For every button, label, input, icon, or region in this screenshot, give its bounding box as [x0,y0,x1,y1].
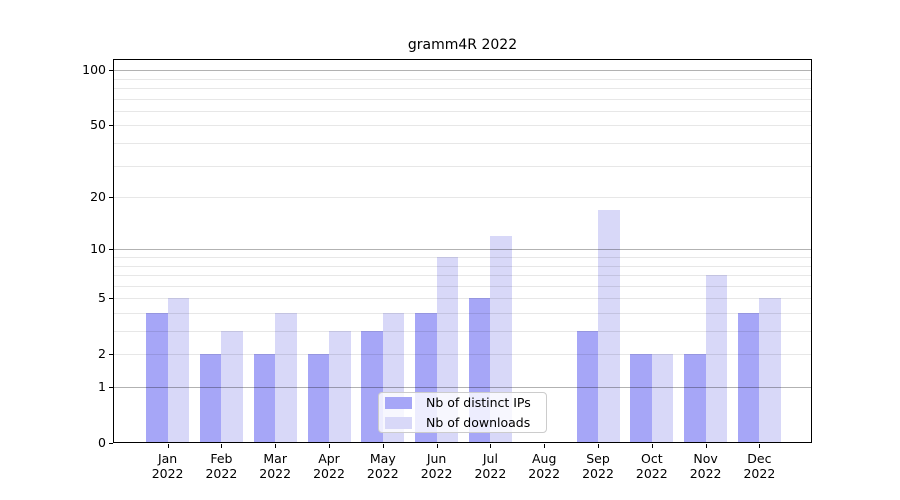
bar-ips-mar [253,354,276,443]
y-tick-label-2: 2 [98,346,106,362]
chart-title: gramm4R 2022 [407,37,518,53]
x-tick-label-may: May 2022 [366,451,399,481]
legend-swatch-downloads [385,416,412,429]
y-tick-20 [109,197,113,199]
gridline-50 [113,125,812,127]
bar-ips-jan [146,312,168,443]
grid-layer [113,59,812,443]
x-tick-label-mar: Mar 2022 [259,451,292,481]
x-tick-sep [598,444,599,448]
x-tick-label-jun: Jun 2022 [420,451,453,481]
x-tick-label-sep: Sep 2022 [582,451,614,481]
bar-ips-apr [307,354,329,443]
y-tick-label-20: 20 [90,189,106,205]
y-tick-label-0: 0 [98,435,106,450]
bar-downloads-mar [275,312,297,443]
gridline-30 [113,165,812,167]
legend-item-downloads: Nb of downloads [385,415,546,431]
y-tick-10 [109,249,113,251]
y-tick-2 [109,354,113,356]
bar-downloads-jul [490,235,512,443]
bar-ips-sep [576,331,598,443]
x-tick-label-dec: Dec 2022 [743,451,776,481]
x-tick-aug [544,444,546,448]
legend: Nb of distinct IPs Nb of downloads [378,392,547,433]
legend-label-distinct-ips: Nb of distinct IPs [426,394,531,410]
y-tick-label-5: 5 [98,290,106,306]
legend-item-distinct-ips: Nb of distinct IPs [385,395,546,411]
x-tick-nov [705,444,707,448]
y-tick-label-50: 50 [90,117,106,133]
gridline-80 [113,88,812,89]
x-tick-jan [167,444,169,448]
x-tick-oct [651,444,653,448]
gridline-2 [113,354,812,356]
y-tick-label-1: 1 [98,379,106,394]
gridline-7 [113,275,812,277]
gridline-5 [113,298,812,300]
gridline-100 [113,70,812,72]
plot-area [113,59,812,443]
x-tick-label-jul: Jul 2022 [474,451,507,481]
bar-downloads-apr [329,331,351,443]
gridline-10 [113,249,812,251]
y-tick-1 [109,387,113,388]
gridline-3 [113,331,812,332]
gridline-70 [113,98,812,100]
gridline-9 [113,256,812,258]
gridline-1 [113,387,812,388]
gridline-90 [113,78,812,80]
gridline-6 [113,285,812,287]
y-tick-100 [109,70,113,72]
y-tick-0 [109,443,113,444]
gridline-60 [113,110,812,112]
y-tick-5 [109,298,113,300]
bar-ips-may [361,331,383,443]
gridline-40 [113,143,812,144]
y-tick-label-10: 10 [90,241,106,257]
gridline-4 [113,312,812,314]
x-tick-feb [221,444,223,448]
bar-downloads-dec [759,298,781,443]
bar-downloads-oct [651,354,674,443]
x-tick-label-aug: Aug 2022 [528,451,561,481]
bar-downloads-jan [167,298,190,443]
bar-ips-dec [737,312,760,443]
x-tick-jul [490,444,492,448]
x-tick-label-oct: Oct 2022 [635,451,668,481]
y-tick-50 [109,125,113,127]
x-tick-label-apr: Apr 2022 [313,451,345,481]
x-tick-apr [329,444,330,448]
x-tick-mar [275,444,277,448]
x-tick-may [382,444,384,448]
y-tick-label-100: 100 [82,62,106,78]
x-tick-jun [436,444,438,448]
x-tick-label-nov: Nov 2022 [689,451,722,481]
x-tick-label-feb: Feb 2022 [205,451,238,481]
bar-ips-nov [684,354,706,443]
x-tick-label-jan: Jan 2022 [151,451,184,481]
x-tick-dec [759,444,761,448]
bar-downloads-feb [221,331,243,443]
bar-ips-oct [630,354,652,443]
bars-layer [113,59,812,443]
gridline-20 [113,197,812,199]
bar-downloads-nov [705,275,728,443]
bar-downloads-sep [598,209,620,443]
bar-ips-feb [199,354,222,443]
legend-label-downloads: Nb of downloads [426,414,531,430]
legend-swatch-distinct-ips [385,396,412,409]
gridline-8 [113,265,812,267]
